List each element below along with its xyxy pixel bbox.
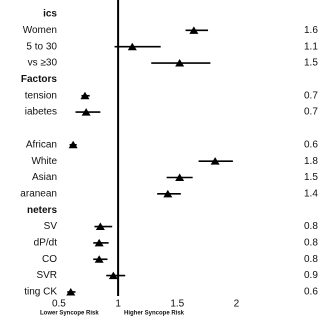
row-label: SVR — [36, 270, 57, 281]
value-label: 0.6 — [304, 287, 318, 298]
estimate-marker — [210, 157, 220, 165]
estimate-marker — [94, 238, 104, 247]
x-tick-label: 0.5 — [52, 299, 66, 310]
value-label: 0.8 — [304, 254, 318, 265]
estimate-marker — [163, 189, 173, 198]
estimate-marker — [175, 59, 185, 67]
value-label: 1.1 — [304, 41, 318, 52]
x-tick-label: 1 — [115, 299, 121, 310]
estimate-marker — [68, 140, 78, 149]
row-label: iabetes — [25, 107, 57, 118]
row-label: 5 to 30 — [26, 41, 57, 52]
estimate-marker — [81, 108, 91, 116]
right-note: Higher Syncope Risk — [124, 311, 185, 317]
row-label: tension — [25, 90, 57, 101]
row-label: dP/dt — [34, 238, 58, 249]
row-label: vs ≥30 — [28, 58, 58, 69]
value-label: 0.8 — [304, 221, 318, 232]
estimate-marker — [94, 255, 104, 263]
value-label: 0.7 — [304, 90, 318, 101]
row-label: CO — [42, 254, 57, 265]
group-header: ics — [43, 9, 57, 20]
row-label: Women — [23, 25, 57, 36]
estimate-marker — [175, 173, 185, 181]
row-label: ting CK — [24, 287, 57, 298]
x-tick-label: 1.5 — [170, 299, 184, 310]
row-label: White — [31, 156, 57, 167]
value-label: 1.5 — [304, 58, 318, 69]
value-label: 1.8 — [304, 156, 318, 167]
x-tick-label: 2 — [234, 299, 240, 310]
group-header: Factors — [21, 74, 58, 85]
estimate-marker — [189, 26, 199, 34]
value-label: 0.8 — [304, 238, 318, 249]
estimate-marker — [127, 42, 137, 51]
value-label: 1.6 — [304, 25, 318, 36]
row-label: African — [26, 139, 57, 150]
value-label: 0.6 — [304, 139, 318, 150]
group-header: neters — [27, 205, 57, 216]
estimate-marker — [66, 287, 76, 296]
value-label: 1.4 — [304, 188, 318, 199]
left-note: Lower Syncope Risk — [40, 311, 99, 317]
row-label: SV — [44, 221, 58, 232]
value-label: 0.7 — [304, 107, 318, 118]
row-label: aranean — [20, 188, 57, 199]
value-label: 1.5 — [304, 172, 318, 183]
row-label: Asian — [32, 172, 57, 183]
estimate-marker — [108, 271, 118, 280]
estimate-marker — [95, 222, 105, 231]
estimate-marker — [80, 91, 90, 100]
value-label: 0.9 — [304, 270, 318, 281]
